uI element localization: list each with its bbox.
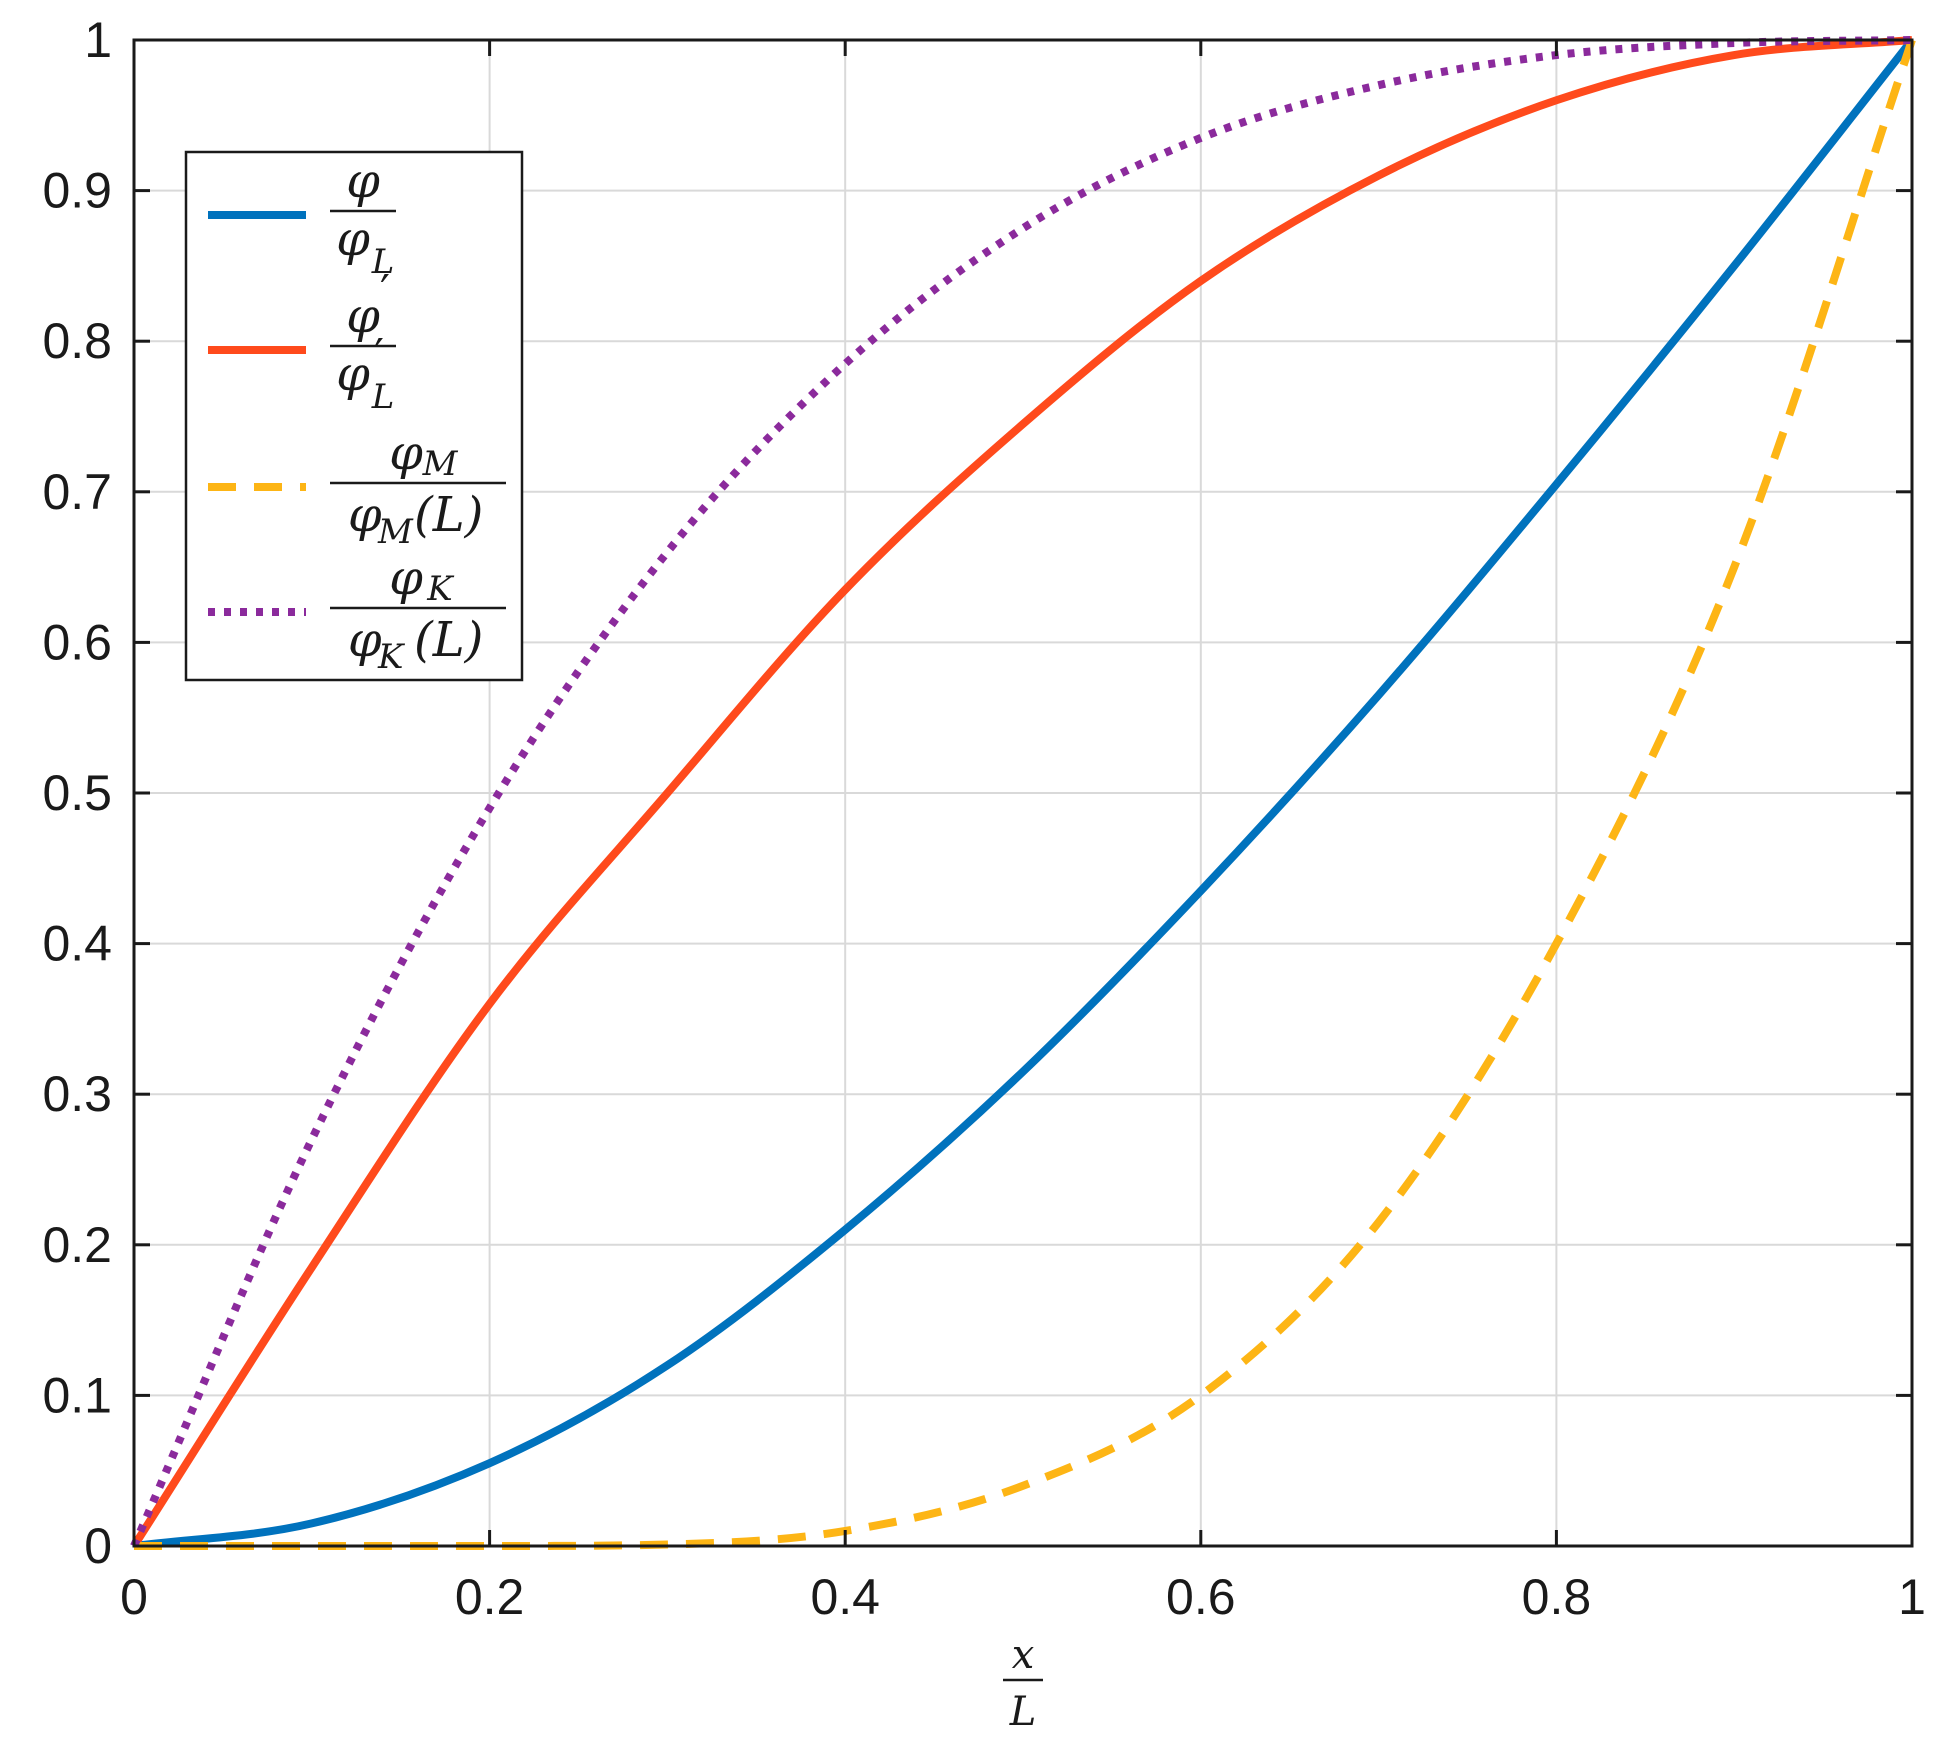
legend-denominator-2: φ (336, 346, 370, 402)
y-tick-label: 0.2 (42, 1217, 112, 1273)
legend: φφ Lφ ′φ L′φ MφM (L)φ KφK (L) (184, 150, 524, 682)
y-tick-label: 0.3 (42, 1066, 112, 1122)
x-tick-label: 0.4 (810, 1569, 880, 1625)
legend-denominator-sub-4: K (377, 637, 406, 677)
legend-numerator-4: φ (389, 550, 423, 606)
y-tick-label: 0.8 (42, 313, 112, 369)
x-tick-label: 1 (1898, 1569, 1926, 1625)
legend-denominator-1: φ (336, 211, 370, 267)
legend-box (184, 150, 524, 682)
y-tick-label: 0.5 (42, 765, 112, 821)
legend-numerator-sub-4: K (426, 569, 455, 609)
y-tick-label: 0.4 (42, 916, 112, 972)
series-lines (130, 36, 1916, 1551)
legend-denominator-sub-3: M (377, 512, 414, 552)
legend-denominator-sub-1: L (371, 242, 395, 282)
legend-denominator-prime-2: ′ (374, 330, 384, 381)
x-tick-label: 0 (120, 1569, 148, 1625)
x-axis-label: xL (1003, 1632, 1043, 1735)
legend-numerator-3: φ (389, 425, 423, 481)
y-tick-label: 0.7 (42, 464, 112, 520)
x-label-numerator: x (1012, 1632, 1035, 1678)
x-tick-label: 0.2 (455, 1569, 525, 1625)
series-line-4 (130, 36, 1913, 1548)
grid-lines (133, 39, 1913, 1547)
x-tick-label: 0.6 (1166, 1569, 1236, 1625)
legend-denominator-4: φ (348, 612, 382, 668)
y-tick-label: 1 (84, 12, 112, 68)
x-label-denominator: L (1009, 1689, 1037, 1735)
y-tick-label: 0.6 (42, 614, 112, 670)
series-line-1 (133, 37, 1916, 1550)
y-tick-label: 0 (84, 1518, 112, 1574)
legend-denominator-3: φ (348, 487, 382, 543)
legend-numerator-sub-3: M (422, 444, 459, 484)
legend-numerator-1: φ (346, 153, 380, 209)
legend-denominator-suffix-3: (L) (414, 487, 483, 543)
legend-numerator-prime-2: ′ (380, 266, 390, 317)
axis-ticks: 0 0.2 0.4 0.6 0.8 1 0 0.1 0.2 0.3 0.4 0.5 0.6 0.7 0.8 0… (42, 12, 1925, 1625)
y-tick-label: 0.9 (42, 163, 112, 219)
legend-denominator-sub-2: L (371, 377, 395, 417)
series-line-2 (130, 36, 1913, 1549)
x-tick-label: 0.8 (1522, 1569, 1592, 1625)
legend-numerator-2: φ (346, 288, 380, 344)
y-tick-label: 0.1 (42, 1367, 112, 1423)
legend-denominator-suffix-4: (L) (414, 612, 483, 668)
